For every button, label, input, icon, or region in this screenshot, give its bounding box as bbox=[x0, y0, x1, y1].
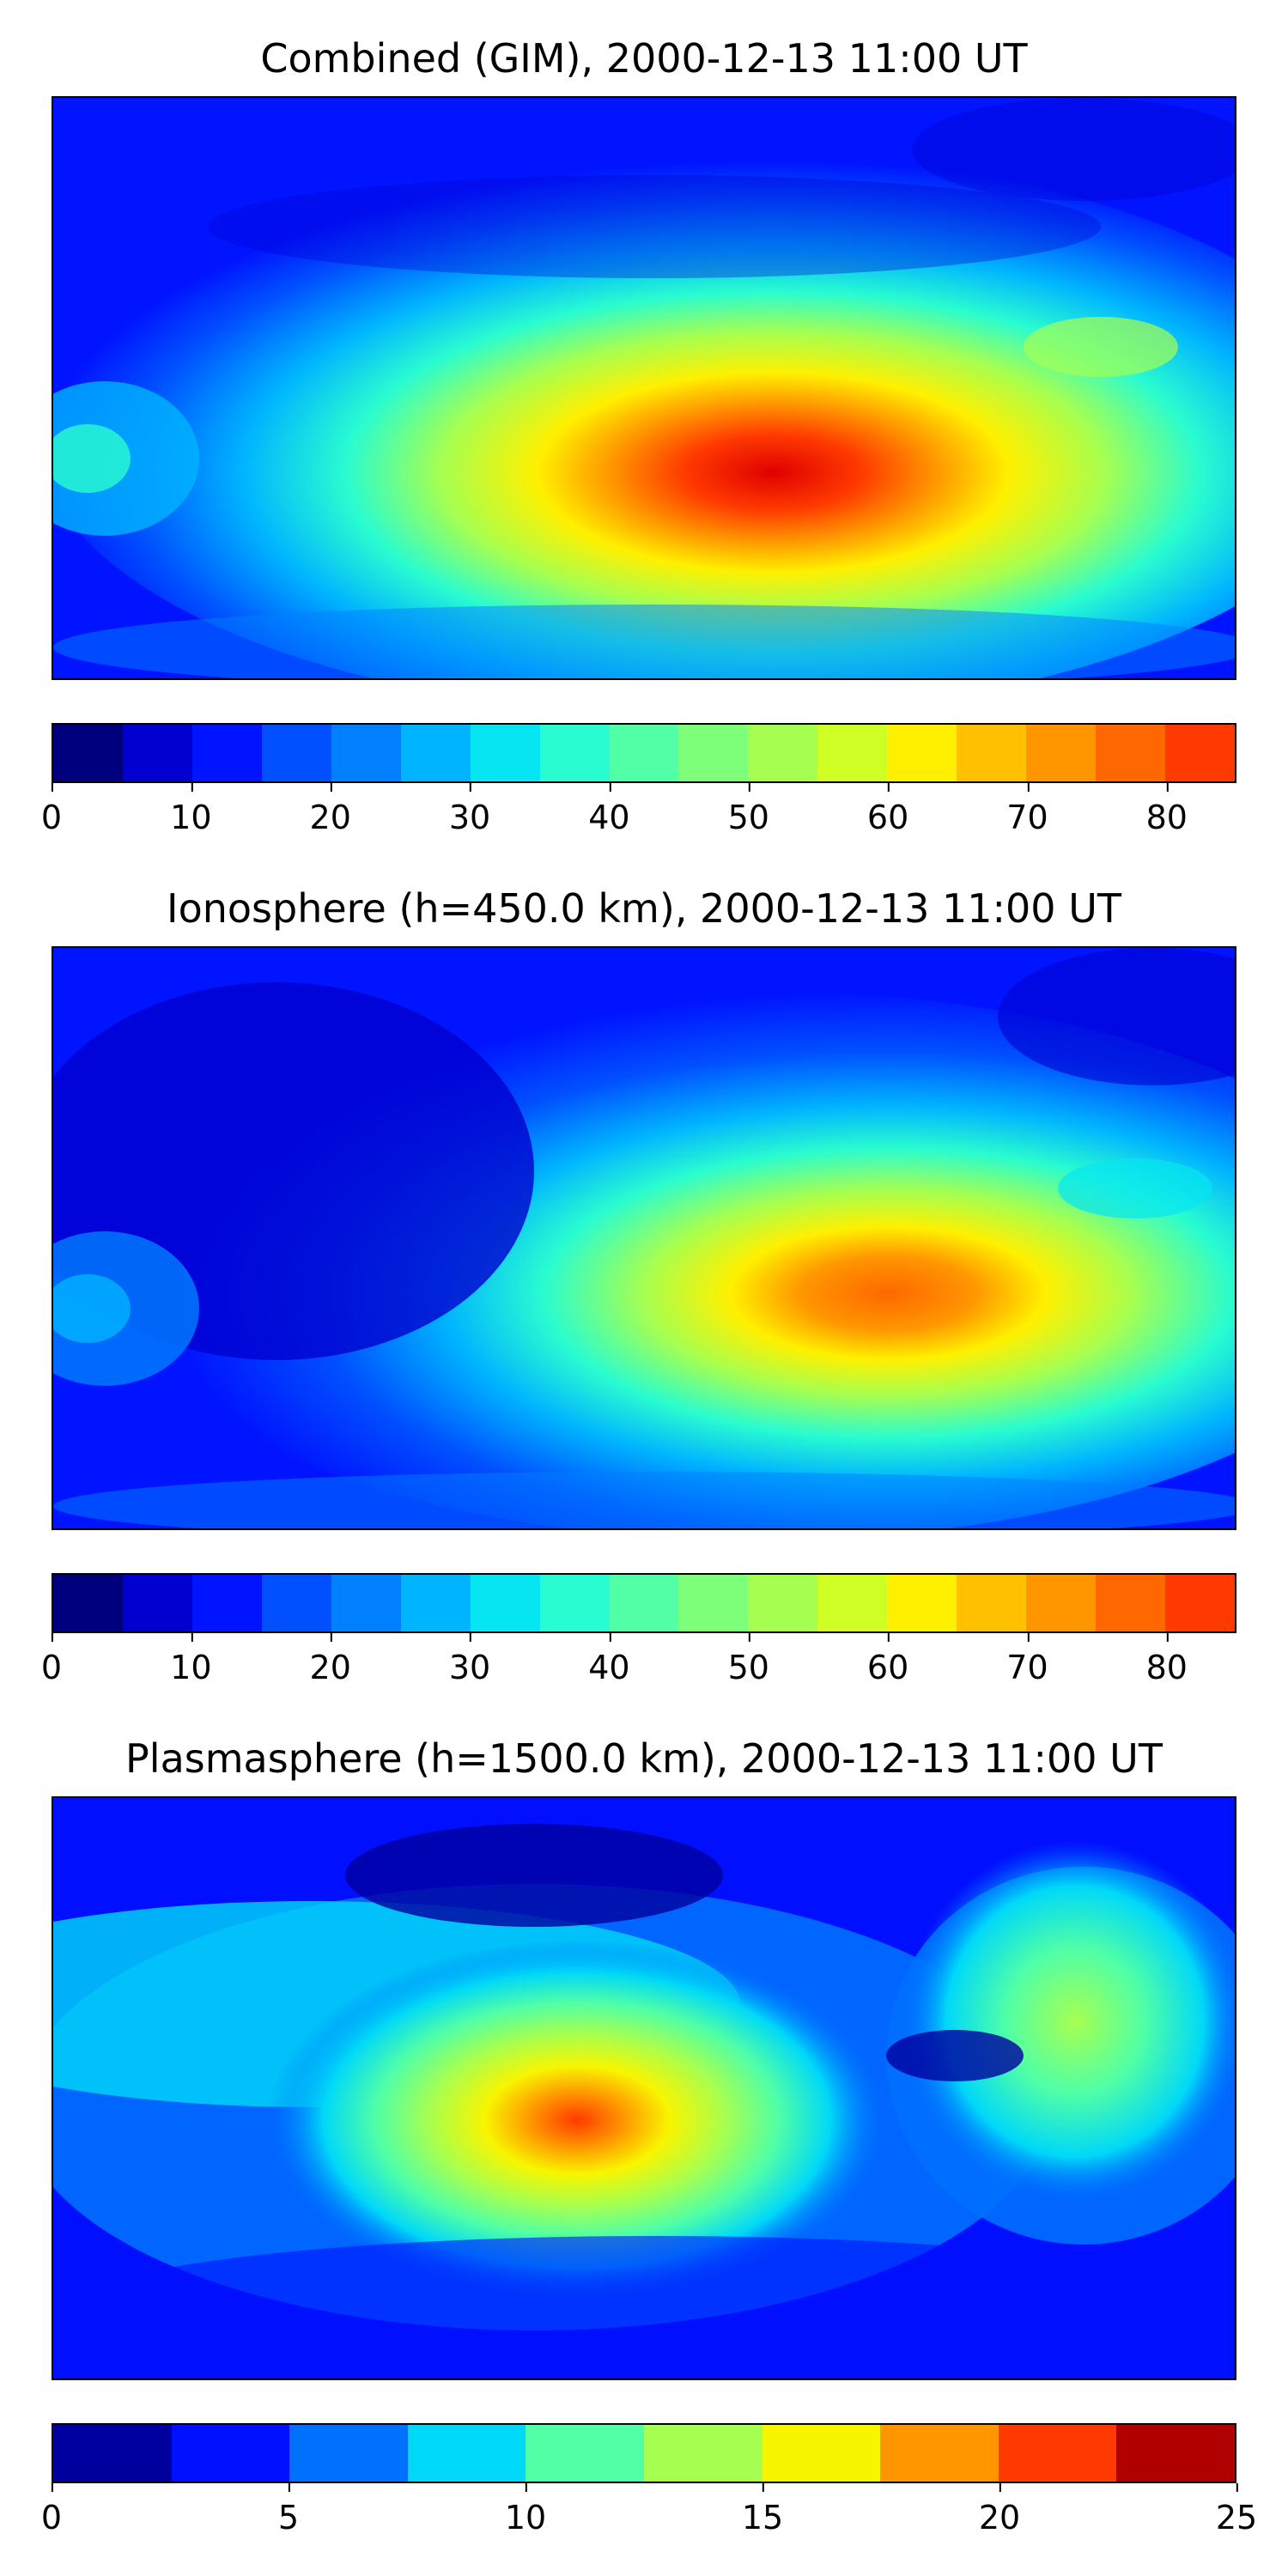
colorbar-bin bbox=[1026, 725, 1097, 781]
colorbar-bin bbox=[748, 725, 818, 781]
colorbar-bin bbox=[526, 2425, 644, 2482]
tec-map-ionosphere bbox=[52, 946, 1236, 1530]
colorbar-bin bbox=[470, 725, 540, 781]
colorbar-bin bbox=[609, 1575, 679, 1631]
colorbar-bin bbox=[817, 1575, 888, 1631]
colorbar-tick: 30 bbox=[449, 1633, 490, 1686]
colorbar-bin bbox=[122, 725, 192, 781]
colorbar-bin bbox=[998, 2425, 1117, 2482]
colorbar-bin bbox=[609, 725, 679, 781]
colorbar-tick: 0 bbox=[41, 2483, 62, 2537]
colorbar-bin bbox=[407, 2425, 526, 2482]
colorbar-bin bbox=[678, 725, 749, 781]
colorbar-bin bbox=[1116, 2425, 1235, 2482]
colorbar-bin bbox=[122, 1575, 192, 1631]
colorbar-bin bbox=[171, 2425, 290, 2482]
colorbar-bin bbox=[1096, 1575, 1165, 1631]
colorbar-bin bbox=[331, 725, 401, 781]
colorbar-bin bbox=[817, 725, 888, 781]
colorbar-tick: 70 bbox=[1006, 783, 1048, 836]
colorbar-bin bbox=[748, 1575, 818, 1631]
colorbar-ticks: 0 10 20 30 40 50 60 70 80 bbox=[41, 1633, 1236, 1695]
colorbar-tick: 50 bbox=[728, 783, 769, 836]
colorbar-plasmasphere bbox=[52, 2423, 1236, 2483]
colorbar-tick: 40 bbox=[588, 1633, 630, 1686]
colorbar-tick: 60 bbox=[867, 783, 908, 836]
tec-map-plasmasphere bbox=[52, 1796, 1236, 2380]
colorbar-bin bbox=[887, 1575, 957, 1631]
colorbar-bin bbox=[261, 725, 331, 781]
colorbar-combined bbox=[52, 723, 1236, 783]
colorbar-tick: 40 bbox=[588, 783, 630, 836]
colorbar-bin bbox=[957, 725, 1027, 781]
colorbar-bin bbox=[957, 1575, 1027, 1631]
colorbar-tick: 80 bbox=[1146, 783, 1188, 836]
colorbar-tick: 0 bbox=[41, 1633, 62, 1686]
colorbar-bin bbox=[53, 1575, 123, 1631]
panel-title: Plasmasphere (h=1500.0 km), 2000-12-13 1… bbox=[125, 1735, 1163, 1782]
colorbar-bin bbox=[1165, 725, 1235, 781]
colorbar-tick: 5 bbox=[278, 2483, 299, 2537]
colorbar-tick: 80 bbox=[1146, 1633, 1188, 1686]
colorbar-bin bbox=[289, 2425, 408, 2482]
colorbar-bin bbox=[643, 2425, 762, 2482]
colorbar-bin bbox=[1026, 1575, 1097, 1631]
colorbar-bin bbox=[1096, 725, 1165, 781]
colorbar-bin bbox=[539, 1575, 610, 1631]
colorbar-bin bbox=[880, 2425, 999, 2482]
colorbar-tick: 30 bbox=[449, 783, 490, 836]
colorbar-tick: 60 bbox=[867, 1633, 908, 1686]
colorbar-bin bbox=[678, 1575, 749, 1631]
colorbar-bin bbox=[53, 2425, 172, 2482]
colorbar-bin bbox=[53, 725, 123, 781]
colorbar-tick: 10 bbox=[170, 1633, 212, 1686]
colorbar-bin bbox=[331, 1575, 401, 1631]
colorbar-ticks: 0 5 10 15 20 25 bbox=[41, 2483, 1257, 2545]
colorbar-bin bbox=[400, 1575, 471, 1631]
colorbar-ionosphere bbox=[52, 1573, 1236, 1633]
colorbar-tick: 70 bbox=[1006, 1633, 1048, 1686]
colorbar-bin bbox=[539, 725, 610, 781]
colorbar-bin bbox=[887, 725, 957, 781]
colorbar-ticks: 0 10 20 30 40 50 60 70 80 bbox=[41, 783, 1236, 845]
panel-title: Ionosphere (h=450.0 km), 2000-12-13 11:0… bbox=[167, 885, 1121, 932]
colorbar-bin bbox=[191, 725, 262, 781]
colorbar-tick: 15 bbox=[742, 2483, 783, 2537]
colorbar-bin bbox=[191, 1575, 262, 1631]
colorbar-bin bbox=[470, 1575, 540, 1631]
colorbar-tick: 50 bbox=[728, 1633, 769, 1686]
contour-map bbox=[53, 948, 1235, 1528]
colorbar-bin bbox=[1165, 1575, 1235, 1631]
contour-map bbox=[53, 1798, 1235, 2379]
colorbar-bin bbox=[261, 1575, 331, 1631]
colorbar-tick: 10 bbox=[170, 783, 212, 836]
colorbar-tick: 0 bbox=[41, 783, 62, 836]
colorbar-tick: 10 bbox=[505, 2483, 546, 2537]
colorbar-tick: 20 bbox=[979, 2483, 1020, 2537]
colorbar-bin bbox=[400, 725, 471, 781]
colorbar-tick: 20 bbox=[310, 783, 351, 836]
contour-map bbox=[53, 98, 1235, 678]
colorbar-tick: 25 bbox=[1216, 2483, 1257, 2537]
panel-title: Combined (GIM), 2000-12-13 11:00 UT bbox=[260, 35, 1028, 82]
tec-map-combined bbox=[52, 96, 1236, 680]
colorbar-bin bbox=[762, 2425, 881, 2482]
colorbar-tick: 20 bbox=[310, 1633, 351, 1686]
